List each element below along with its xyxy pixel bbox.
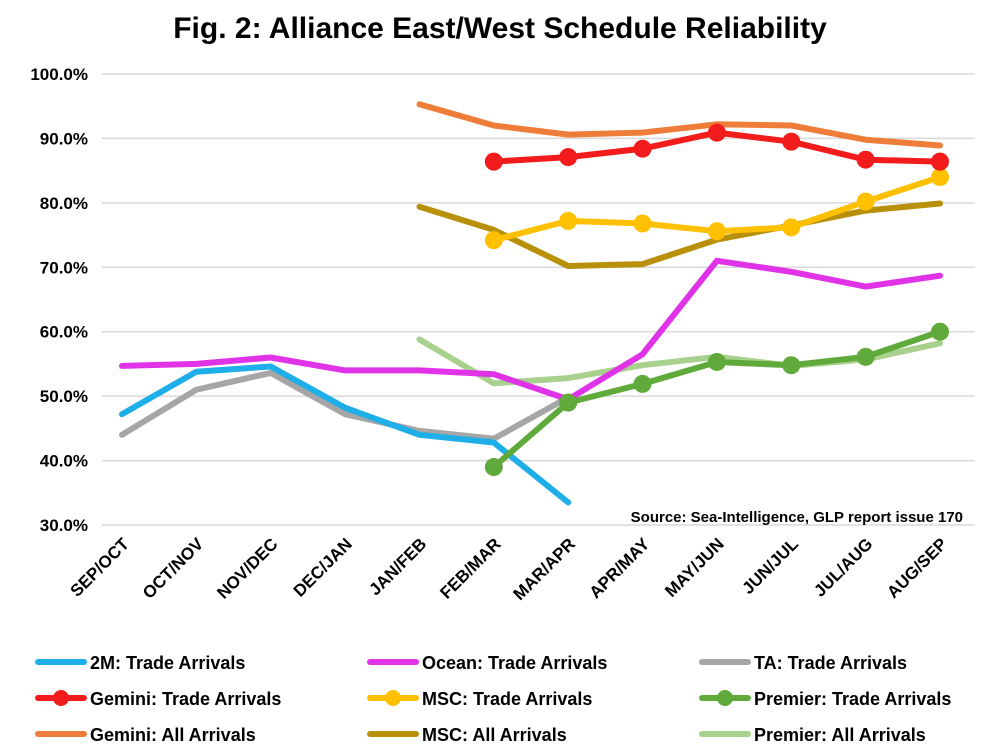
data-point (931, 168, 949, 187)
x-tick-label: NOV/DEC (213, 534, 281, 602)
legend-marker (717, 690, 733, 706)
series-line (119, 369, 572, 442)
x-tick-label: APR/MAY (586, 534, 654, 602)
data-point (633, 214, 652, 233)
x-tick-label: JUL/AUG (810, 534, 876, 600)
legend-label: TA: Trade Arrivals (754, 653, 907, 673)
source-note: Source: Sea-Intelligence, GLP report iss… (631, 509, 963, 526)
data-point (782, 132, 801, 151)
data-point (484, 231, 503, 250)
x-tick-label: FEB/MAR (436, 534, 504, 602)
data-point (931, 152, 949, 171)
y-tick-label: 70.0% (40, 258, 88, 277)
legend-label: Gemini: Trade Arrivals (90, 689, 281, 709)
series-gemini-trade-arrivals (484, 123, 949, 171)
y-tick-label: 40.0% (40, 452, 88, 471)
legend-label: MSC: All Arrivals (422, 725, 567, 745)
x-tick-label: DEC/JAN (290, 534, 356, 600)
data-point (782, 356, 801, 375)
data-point (559, 148, 578, 167)
legend-item-ta-trade-arrivals: TA: Trade Arrivals (699, 653, 907, 673)
data-point (484, 458, 503, 477)
chart-title: Fig. 2: Alliance East/West Schedule Reli… (173, 12, 827, 45)
data-point (856, 150, 875, 169)
legend-label: MSC: Trade Arrivals (422, 689, 592, 709)
data-point (931, 322, 949, 341)
data-point (707, 222, 726, 241)
x-tick-label: MAR/APR (509, 534, 579, 604)
legend-item-premier-trade-arrivals: Premier: Trade Arrivals (699, 689, 951, 709)
series-msc-trade-arrivals (484, 168, 949, 250)
x-axis-ticks: SEP/OCT OCT/NOV NOV/DEC DEC/JAN JAN/FEB FEB/M… (67, 534, 951, 604)
legend-item-gemini-trade-arrivals: Gemini: Trade Arrivals (35, 689, 281, 709)
series-layer (119, 101, 949, 506)
legend-item-2m-trade-arrivals: 2M: Trade Arrivals (35, 653, 245, 673)
legend-label: Premier: All Arrivals (754, 725, 926, 745)
data-point (707, 123, 726, 142)
data-point (856, 347, 875, 366)
data-point (633, 139, 652, 158)
legend-marker (385, 690, 401, 706)
series-line (119, 363, 572, 506)
legend-item-premier-all-arrivals: Premier: All Arrivals (699, 725, 926, 745)
data-point (559, 211, 578, 230)
grid-layer (102, 73, 975, 526)
x-tick-label: JUN/JUL (739, 534, 803, 598)
data-point (707, 352, 726, 371)
legend-item-msc-trade-arrivals: MSC: Trade Arrivals (367, 689, 592, 709)
x-tick-label: MAY/JUN (661, 534, 727, 600)
y-tick-label: 60.0% (40, 323, 88, 342)
legend-item-ocean-trade-arrivals: Ocean: Trade Arrivals (367, 653, 607, 673)
legend-item-gemini-all-arrivals: Gemini: All Arrivals (35, 725, 256, 745)
x-tick-label: AUG/SEP (883, 534, 951, 602)
legend: 2M: Trade Arrivals Ocean: Trade Arrivals T… (35, 653, 951, 745)
series-2m-trade-arrivals (119, 363, 572, 506)
x-tick-label: JAN/FEB (365, 534, 430, 599)
data-point (856, 192, 875, 211)
series-premier-trade-arrivals (484, 322, 949, 477)
x-tick-label: SEP/OCT (67, 534, 134, 601)
legend-label: Gemini: All Arrivals (90, 725, 256, 745)
y-tick-label: 80.0% (40, 194, 88, 213)
legend-label: 2M: Trade Arrivals (90, 653, 245, 673)
series-ocean-trade-arrivals (119, 257, 943, 403)
y-axis-ticks: 30.0% 40.0% 50.0% 60.0% 70.0% 80.0% 90.0% 100.0… (30, 65, 88, 535)
legend-marker (53, 690, 69, 706)
y-tick-label: 90.0% (40, 129, 88, 148)
legend-label: Ocean: Trade Arrivals (422, 653, 607, 673)
y-tick-label: 30.0% (40, 516, 88, 535)
y-tick-label: 100.0% (30, 65, 88, 84)
data-point (633, 374, 652, 393)
series-gemini-all-arrivals (416, 101, 943, 149)
series-ta-trade-arrivals (119, 369, 572, 442)
data-point (782, 218, 801, 237)
data-point (484, 152, 503, 171)
data-point (559, 393, 578, 412)
series-line (119, 257, 943, 403)
x-tick-label: OCT/NOV (139, 534, 208, 603)
legend-label: Premier: Trade Arrivals (754, 689, 951, 709)
y-tick-label: 50.0% (40, 387, 88, 406)
legend-item-msc-all-arrivals: MSC: All Arrivals (367, 725, 567, 745)
series-line (416, 101, 943, 149)
